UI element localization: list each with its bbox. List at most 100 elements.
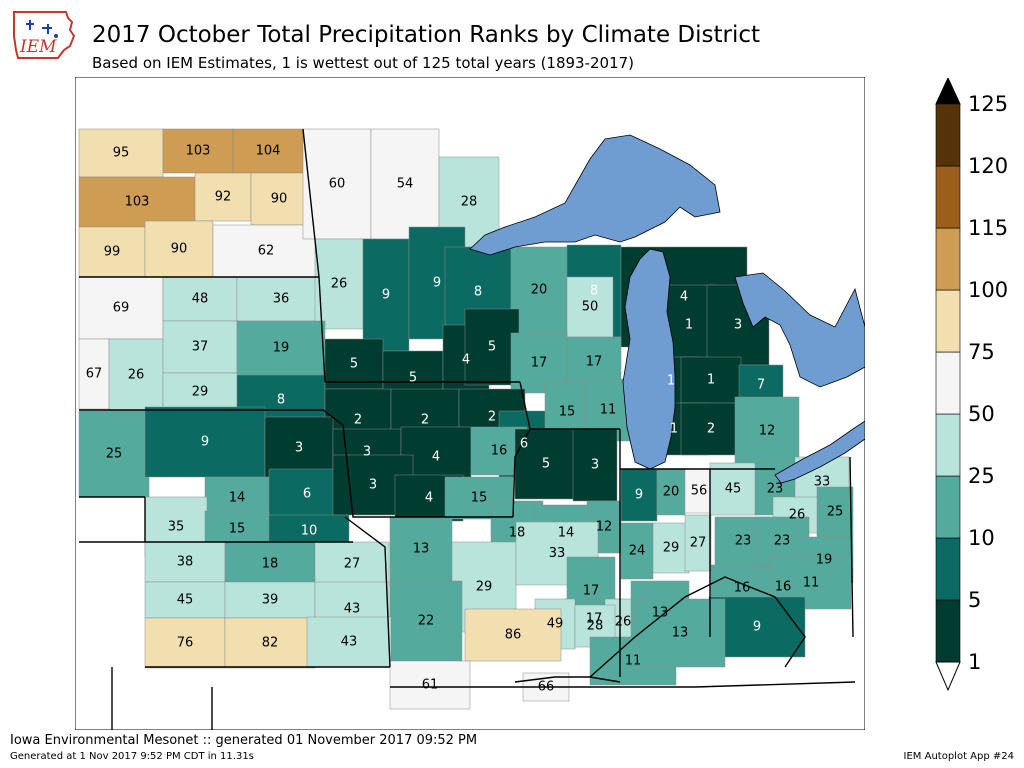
district-rank-label: 22 <box>418 614 435 629</box>
climate-district <box>236 320 326 376</box>
district-rank-label: 49 <box>547 617 564 632</box>
colorbar-label: 5 <box>968 588 982 612</box>
district-rank-label: 16 <box>734 581 751 596</box>
mo-ks-border <box>344 516 391 668</box>
district-rank-label: 104 <box>256 144 281 159</box>
district-rank-label: 11 <box>803 576 820 591</box>
district-rank-label: 9 <box>433 276 441 291</box>
district-rank-label: 9 <box>201 435 209 450</box>
district-rank-label: 1 <box>685 318 693 333</box>
climate-district <box>370 128 440 240</box>
district-rank-label: 24 <box>629 544 646 559</box>
climate-district <box>224 617 316 669</box>
district-rank-label: 16 <box>491 444 508 459</box>
climate-district <box>709 462 757 516</box>
district-rank-label: 38 <box>177 555 194 570</box>
climate-district <box>264 416 334 480</box>
climate-district <box>362 238 410 352</box>
district-rank-label: 19 <box>273 341 290 356</box>
district-rank-label: 29 <box>192 385 209 400</box>
district-rank-label: 5 <box>488 340 496 355</box>
district-rank-label: 2 <box>421 413 429 428</box>
district-rank-label: 26 <box>789 508 806 523</box>
climate-district <box>162 372 238 412</box>
climate-district <box>389 660 471 710</box>
district-rank-label: 26 <box>128 368 145 383</box>
district-rank-label: 20 <box>531 283 548 298</box>
district-rank-label: 17 <box>586 355 603 370</box>
climate-district <box>144 406 266 478</box>
district-rank-label: 99 <box>104 245 121 260</box>
district-rank-label: 12 <box>596 520 613 535</box>
iem-logo: IEM <box>8 6 80 64</box>
colorbar: 125 120 115 100 75 50 25 10 5 1 <box>930 78 1020 698</box>
logo-text: IEM <box>19 37 57 57</box>
ia-wi-il-border <box>512 381 531 518</box>
colorbar-label: 115 <box>968 216 1009 240</box>
district-rank-label: 9 <box>382 288 390 303</box>
colorbar-bin <box>935 599 961 663</box>
lake-huron <box>734 272 865 388</box>
climate-district <box>684 468 714 514</box>
colorbar-bin <box>935 165 961 229</box>
district-rank-label: 33 <box>549 546 566 561</box>
climate-district <box>680 402 742 456</box>
climate-district <box>389 580 463 662</box>
colorbar-under-triangle <box>935 661 961 692</box>
district-rank-label: 3 <box>363 445 371 460</box>
district-rank-label: 90 <box>271 192 288 207</box>
district-rank-label: 82 <box>262 636 279 651</box>
ohio-river-border <box>589 576 806 678</box>
district-rank-label: 103 <box>186 144 211 159</box>
nd-mn-border <box>302 128 320 278</box>
climate-district <box>268 468 346 520</box>
district-rank-label: 1 <box>670 422 678 437</box>
colorbar-label: 10 <box>968 526 995 550</box>
colorbar-label: 120 <box>968 154 1009 178</box>
colorbar-over-triangle <box>935 78 961 105</box>
footer-app-id: IEM Autoplot App #24 <box>903 751 1014 762</box>
colorbar-bin <box>935 475 961 539</box>
climate-district <box>566 276 614 338</box>
district-rank-label: 66 <box>538 680 555 695</box>
lake-michigan <box>622 248 676 470</box>
district-rank-label: 18 <box>509 526 526 541</box>
district-rank-label: 14 <box>229 491 246 506</box>
ok-tx-border <box>111 667 213 730</box>
district-rank-label: 69 <box>113 301 130 316</box>
district-rank-label: 37 <box>192 340 209 355</box>
district-rank-label: 7 <box>757 378 765 393</box>
climate-district <box>108 338 164 412</box>
southern-border <box>390 681 856 688</box>
district-rank-label: 67 <box>86 367 103 382</box>
district-rank-label: 3 <box>734 318 742 333</box>
district-rank-label: 5 <box>350 357 358 372</box>
district-rank-label: 1 <box>707 373 715 388</box>
district-rank-label: 12 <box>759 424 776 439</box>
climate-district <box>464 608 562 662</box>
district-rank-label: 16 <box>775 580 792 595</box>
climate-district <box>224 581 316 619</box>
footer-timing: Generated at 1 Nov 2017 9:52 PM CDT in 1… <box>10 751 254 762</box>
district-rank-label: 6 <box>520 437 528 452</box>
climate-district <box>162 320 238 374</box>
climate-district <box>194 172 252 222</box>
colorbar-label: 75 <box>968 340 995 364</box>
district-rank-label: 3 <box>591 458 599 473</box>
colorbar-bin <box>935 103 961 167</box>
climate-district <box>78 226 146 278</box>
district-rank-label: 103 <box>125 195 150 210</box>
district-rank-label: 1 <box>667 374 675 389</box>
climate-district <box>464 308 520 386</box>
lake-superior <box>469 134 721 256</box>
district-rank-label: 36 <box>273 292 290 307</box>
district-rank-label: 4 <box>432 450 440 465</box>
district-rank-label: 5 <box>542 457 550 472</box>
colorbar-bin <box>935 351 961 415</box>
map-subtitle: Based on IEM Estimates, 1 is wettest out… <box>92 54 635 72</box>
district-rank-label: 11 <box>625 654 642 669</box>
colorbar-label: 50 <box>968 402 995 426</box>
district-rank-label: 15 <box>471 491 488 506</box>
district-rank-label: 10 <box>301 524 318 539</box>
district-rank-label: 4 <box>462 353 470 368</box>
